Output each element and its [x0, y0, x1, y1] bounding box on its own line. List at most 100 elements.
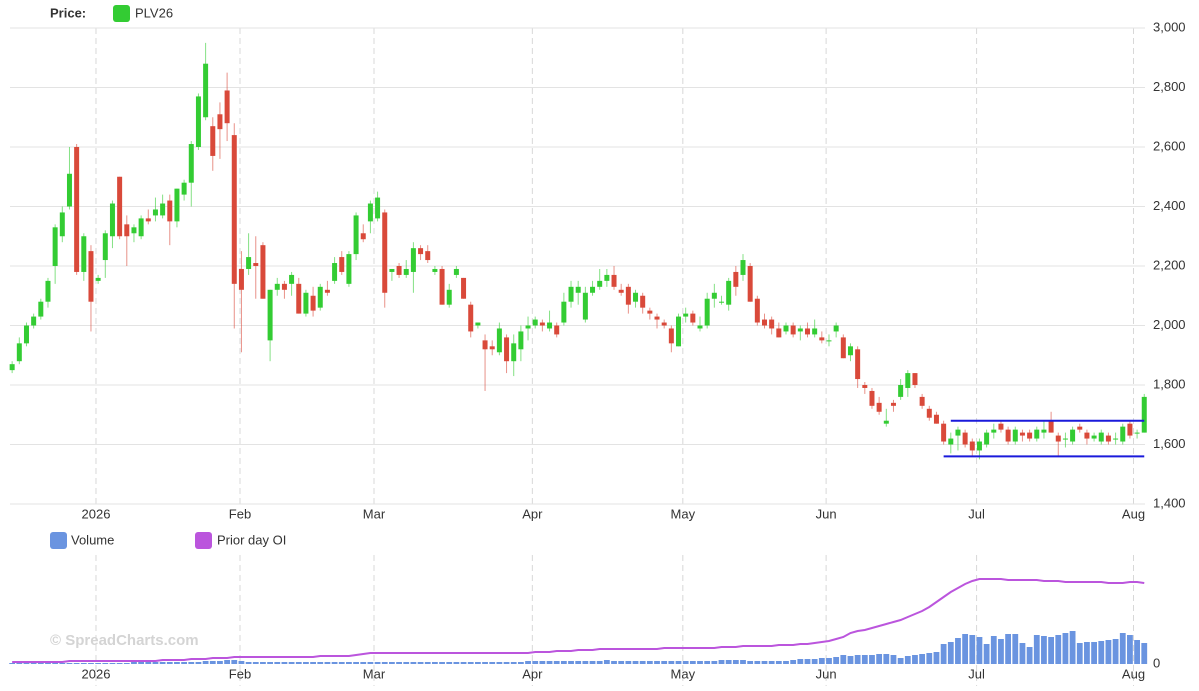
volume-bar — [675, 661, 682, 664]
x-tick-label: Mar — [363, 506, 386, 521]
volume-bar — [704, 661, 711, 664]
volume-bar — [145, 662, 152, 664]
volume-bar — [460, 662, 467, 664]
x-tick-label: 2026 — [82, 666, 111, 681]
candle-body — [769, 319, 775, 329]
candle-body — [876, 402, 882, 412]
candle-body — [761, 319, 767, 326]
volume-bar — [575, 661, 582, 664]
volume-bar — [80, 663, 87, 664]
oi-line — [12, 578, 1145, 663]
candle-body — [31, 316, 37, 326]
volume-bar — [446, 662, 453, 664]
volume-bar — [482, 662, 488, 664]
volume-bar — [1076, 643, 1083, 664]
volume-bar — [990, 636, 997, 664]
candle-body — [933, 414, 939, 424]
candle-body — [145, 218, 151, 222]
volume-bar — [1091, 642, 1097, 664]
candle-body — [633, 292, 639, 302]
volume-bar — [231, 660, 238, 664]
volume-bar — [52, 663, 59, 664]
volume-bar — [453, 662, 460, 664]
volume-bar — [1055, 635, 1062, 664]
volume-bar — [281, 662, 288, 664]
y-tick-label: 2,400 — [1153, 198, 1186, 213]
volume-bar — [919, 654, 926, 664]
volume-bar — [646, 661, 653, 664]
candle-body — [432, 268, 438, 272]
candle-body — [912, 373, 918, 385]
candle-body — [812, 328, 818, 335]
volume-bar — [668, 661, 675, 664]
candle-body — [618, 289, 624, 293]
volume-bar — [582, 661, 589, 664]
candle-body — [1127, 423, 1133, 436]
candle-body — [704, 298, 710, 326]
candle-body — [1005, 429, 1011, 442]
candle-body — [726, 280, 732, 305]
candle-body — [855, 349, 861, 380]
candle-body — [783, 325, 789, 332]
volume-bar — [324, 662, 331, 664]
volume-bar — [639, 661, 646, 664]
volume-bar — [947, 642, 954, 664]
candle-body — [446, 289, 452, 305]
candle-body — [461, 277, 467, 299]
volume-bar — [274, 662, 281, 664]
candle-body — [926, 408, 932, 418]
candle-body — [575, 286, 581, 293]
candle-body — [389, 268, 395, 272]
volume-bar — [23, 663, 30, 664]
candle-body — [489, 346, 495, 350]
candle-body — [1027, 432, 1033, 439]
candle-body — [919, 396, 925, 406]
volume-bar — [632, 661, 639, 664]
volume-bar — [589, 661, 596, 664]
volume-bar — [267, 662, 273, 664]
candle-body — [683, 313, 689, 317]
volume-bar — [260, 662, 266, 664]
candle-body — [439, 268, 445, 305]
candle-body — [525, 325, 531, 329]
candle-body — [203, 63, 209, 118]
candle-body — [59, 212, 65, 237]
x-tick-label: Jul — [968, 666, 985, 681]
candle-body — [883, 420, 889, 424]
candle-body — [81, 236, 87, 272]
volume-bar — [747, 661, 754, 664]
volume-bar — [847, 656, 854, 664]
candle-body — [1048, 420, 1054, 433]
volume-bar — [833, 657, 840, 664]
candle-body — [281, 283, 287, 290]
x-tick-label: Apr — [522, 506, 543, 521]
x-tick-label: Aug — [1122, 506, 1145, 521]
volume-bar — [869, 655, 875, 664]
y-tick-label: 2,800 — [1153, 79, 1186, 94]
volume-bar — [202, 661, 209, 664]
candle-body — [948, 438, 954, 445]
volume-bar — [88, 663, 94, 664]
volume-bar — [303, 662, 309, 664]
x-tick-label: Aug — [1122, 666, 1145, 681]
candle-body — [690, 313, 696, 323]
candle-body — [625, 286, 631, 305]
volume-bar — [174, 662, 180, 664]
volume-bar — [876, 654, 883, 664]
volume-bar — [718, 660, 725, 664]
volume-bar — [611, 661, 617, 664]
volume-bar — [682, 661, 689, 664]
candle-body — [518, 331, 524, 350]
volume-bar — [840, 655, 847, 664]
volume-bar — [224, 660, 231, 664]
candle-body — [375, 197, 381, 219]
candle-body — [1141, 396, 1147, 433]
x-tick-label: Feb — [229, 506, 251, 521]
candle-body — [109, 203, 115, 237]
candle-body — [962, 432, 968, 445]
volume-bar — [1033, 635, 1040, 664]
volume-bar — [517, 662, 524, 664]
volume-bar — [238, 661, 245, 664]
volume-bar — [374, 662, 381, 664]
candle-body — [1105, 435, 1111, 442]
